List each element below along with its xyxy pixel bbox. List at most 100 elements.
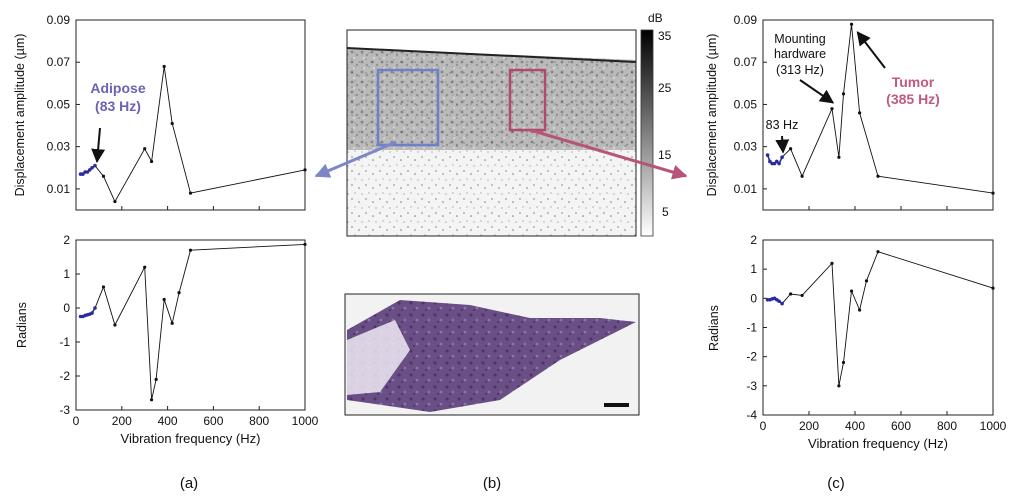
- annotation-tumor: Tumor: [892, 74, 935, 90]
- plot-frame: [762, 19, 994, 211]
- annotation-adipose: Adipose: [90, 80, 145, 96]
- y-axis-label: Radians: [15, 302, 29, 348]
- data-point: [876, 174, 880, 178]
- data-point: [177, 291, 181, 295]
- data-point: [101, 174, 106, 178]
- data-point: [101, 285, 106, 289]
- y-tick-label: -3: [746, 379, 757, 393]
- y-tick-label: 0.01: [734, 182, 758, 196]
- data-point: [113, 323, 117, 327]
- data-point: [837, 384, 841, 388]
- data-point: [841, 360, 846, 365]
- x-tick-label: 800: [937, 419, 957, 433]
- series-line: [767, 251, 994, 386]
- data-point: [777, 299, 781, 304]
- data-point: [87, 168, 92, 172]
- histology-image: [344, 293, 640, 416]
- y-tick-label: 0.05: [734, 97, 758, 111]
- data-point: [162, 64, 166, 69]
- y-axis-label: Displacement amplitude (µm): [705, 34, 719, 197]
- y-tick-label: 1: [63, 267, 70, 281]
- adipose-roi-box: [376, 68, 440, 147]
- colorbar-unit: dB: [648, 11, 663, 25]
- y-tick-label: 0.07: [734, 55, 758, 69]
- annotation-mounting-hardware: hardware: [774, 47, 826, 61]
- y-tick-label: 1: [750, 262, 757, 276]
- y-tick-label: -1: [59, 335, 70, 349]
- annotation-arrow: [91, 127, 106, 164]
- y-tick-label: -2: [59, 369, 70, 383]
- plots-layer: 0.01 0.03 0.05 0.07 0.09 Displacement amplitu…: [13, 13, 1007, 451]
- data-point: [876, 250, 880, 254]
- arrow-to-panel-a: [314, 140, 397, 178]
- panel-label-b: (b): [483, 475, 501, 492]
- data-point: [154, 377, 158, 381]
- annotation-83hz: 83 Hz: [766, 118, 799, 132]
- x-axis-label: Vibration frequency (Hz): [808, 436, 948, 451]
- annotation-arrow: [856, 31, 886, 69]
- data-point: [789, 147, 793, 151]
- data-point: [858, 111, 862, 115]
- y-tick-label: -2: [746, 350, 757, 364]
- annotation-tumor-freq: (385 Hz): [886, 91, 940, 107]
- plot-frame: [75, 239, 306, 411]
- data-point: [90, 311, 94, 315]
- arrow-to-panel-c: [529, 128, 688, 180]
- data-point: [841, 92, 846, 96]
- colorbar-tick: 35: [658, 29, 672, 43]
- data-point: [149, 398, 154, 402]
- y-tick-label: 0.05: [47, 97, 71, 111]
- data-point: [830, 107, 834, 111]
- x-tick-label: 800: [249, 414, 269, 428]
- data-point: [849, 289, 854, 293]
- annotation-arrow: [775, 135, 790, 154]
- panel-label-a: (a): [180, 475, 198, 492]
- y-tick-label: 0.09: [734, 13, 758, 27]
- a-amplitude-plot: 0.01 0.03 0.05 0.07 0.09 Displacement amplitu…: [13, 13, 307, 211]
- data-point: [143, 147, 147, 151]
- scale-bar: [604, 403, 629, 407]
- panel-label-c: (c): [827, 475, 845, 492]
- plot-frame: [75, 19, 306, 211]
- data-point: [991, 191, 995, 195]
- data-point: [81, 172, 85, 176]
- y-tick-label: 2: [750, 233, 757, 247]
- data-point: [777, 161, 781, 166]
- tumor-roi-box: [508, 68, 547, 132]
- c-phase-plot: -4 -3 -2 -1 0 1 2 0 200 400 600 800 1000 Radians Vibra…: [707, 233, 1007, 451]
- a-phase-plot: -3 -2 -1 0 1 2 0 200 400 600 800 1000 Radians Vibrati…: [15, 233, 319, 446]
- x-tick-label: 600: [891, 419, 911, 433]
- oct-image: [346, 29, 637, 237]
- data-point: [800, 174, 804, 178]
- data-point: [780, 301, 784, 306]
- x-tick-label: 1000: [980, 419, 1007, 433]
- data-point: [162, 297, 166, 302]
- data-point: [772, 161, 777, 166]
- x-tick-label: 400: [845, 419, 865, 433]
- y-tick-label: 0.03: [734, 140, 758, 154]
- data-point: [113, 199, 117, 204]
- data-point: [765, 153, 770, 157]
- x-tick-label: 600: [203, 414, 223, 428]
- y-tick-label: 0.01: [47, 182, 71, 196]
- data-point: [170, 121, 174, 126]
- y-axis-label: Displacement amplitude (µm): [13, 34, 27, 197]
- y-tick-label: 0: [63, 301, 70, 315]
- x-tick-label: 0: [760, 419, 767, 433]
- data-point: [93, 306, 97, 310]
- data-point: [143, 265, 147, 269]
- x-tick-label: 200: [799, 419, 819, 433]
- data-point: [849, 22, 854, 26]
- data-point: [85, 170, 90, 174]
- colorbar: [640, 29, 654, 237]
- data-point: [303, 242, 307, 247]
- y-tick-label: 0.03: [47, 140, 71, 154]
- colorbar-tick: 15: [658, 148, 672, 162]
- y-tick-label: 0.07: [47, 55, 71, 69]
- data-point: [864, 279, 869, 283]
- y-tick-label: 0: [750, 291, 757, 305]
- series-line: [80, 243, 306, 400]
- annotation-adipose-freq: (83 Hz): [95, 98, 141, 114]
- data-point: [991, 286, 995, 290]
- data-point: [830, 261, 834, 265]
